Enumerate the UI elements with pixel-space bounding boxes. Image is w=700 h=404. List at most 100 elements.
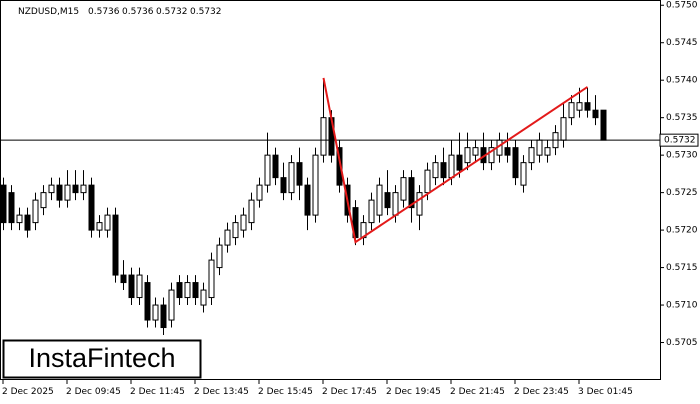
candle-body [504, 147, 511, 156]
header-value: 0.5736 [88, 7, 120, 17]
candle-body [320, 117, 327, 156]
candle-body [280, 177, 287, 194]
candle-body [536, 139, 543, 156]
candle-body [296, 162, 303, 186]
y-tick-label: 0.5715 [666, 263, 698, 273]
candle-body [88, 184, 95, 231]
candle-body [240, 214, 247, 231]
candle-body [456, 154, 463, 171]
x-tick-label: 2 Dec 13:45 [194, 387, 249, 397]
candle-body [376, 184, 383, 216]
candle-body [168, 289, 175, 321]
candle-body [200, 289, 207, 306]
y-tick-label: 0.5750 [666, 1, 698, 11]
x-tick-label: 2 Dec 15:45 [258, 387, 313, 397]
logo: InstaFintech [28, 343, 175, 373]
candle-body [0, 184, 7, 224]
candle-body [520, 162, 527, 186]
symbol: NZDUSD,M15 [18, 7, 79, 17]
candle-body [368, 199, 375, 224]
y-tick-label: 0.5720 [666, 226, 698, 236]
candle-body [16, 214, 23, 224]
candle-body [192, 282, 199, 299]
candle-body [488, 147, 495, 164]
candle-body [96, 222, 103, 231]
x-tick-label: 2 Dec 21:45 [450, 387, 505, 397]
candle-body [528, 147, 535, 164]
y-tick-label: 0.5740 [666, 76, 698, 86]
candle-body [176, 282, 183, 299]
candle-body [152, 304, 159, 321]
y-tick-label: 0.5705 [666, 338, 698, 348]
candle-body [400, 177, 407, 201]
candle-body [256, 184, 263, 201]
candle-body [56, 184, 63, 201]
header-value: 0.5732 [190, 7, 222, 17]
candle-body [544, 147, 551, 156]
candle-body [112, 214, 119, 276]
candle-body [336, 147, 343, 186]
x-tick-label: 2 Dec 23:45 [514, 387, 569, 397]
candle-body [32, 199, 39, 224]
candle-body [432, 162, 439, 179]
current-price-label: 0.5732 [664, 136, 696, 146]
y-tick-label: 0.5735 [666, 113, 698, 123]
candle-body [120, 274, 127, 284]
candle-body [48, 184, 55, 194]
candle-body [576, 102, 583, 111]
candle-body [584, 102, 591, 111]
candle-body [392, 192, 399, 216]
x-tick-label: 2 Dec 11:45 [130, 387, 185, 397]
candle-body [40, 192, 47, 209]
candle-body [408, 177, 415, 209]
candle-body [216, 244, 223, 269]
candle-body [512, 147, 519, 179]
candle-body [448, 154, 455, 179]
candle-body [248, 199, 255, 224]
logo-box [2, 339, 202, 379]
candle-body [272, 154, 279, 179]
header-value: 0.5732 [156, 7, 188, 17]
y-tick-label: 0.5730 [666, 151, 698, 161]
candle-body [136, 274, 143, 299]
candle-body [440, 162, 447, 179]
candle-body [80, 184, 87, 194]
candle-body [128, 274, 135, 299]
x-tick-label: 2 Dec 19:45 [386, 387, 441, 397]
candle-body [208, 259, 215, 299]
current-price-box [659, 133, 699, 147]
candle-body [264, 154, 271, 186]
x-tick-label: 2 Dec 09:45 [66, 387, 121, 397]
candle-body [24, 214, 31, 231]
candle-body [224, 229, 231, 246]
x-tick-label: 2 Dec 2025 [2, 387, 54, 397]
header-value: 0.5736 [122, 7, 154, 17]
candle-body [424, 169, 431, 194]
candle-body [304, 184, 311, 216]
y-tick-label: 0.5710 [666, 301, 698, 311]
candle-body [8, 192, 15, 224]
candle-body [568, 102, 575, 119]
candle-body [416, 192, 423, 216]
y-tick-label: 0.5725 [666, 188, 698, 198]
candle-body [464, 147, 471, 164]
candle-body [384, 192, 391, 209]
candle-body [600, 109, 607, 141]
candle-body [184, 282, 191, 299]
candle-body [64, 184, 71, 201]
candle-body [560, 117, 567, 141]
candle-body [472, 147, 479, 156]
candle-body [592, 109, 599, 119]
x-tick-label: 2 Dec 17:45 [322, 387, 377, 397]
candle-body [160, 304, 167, 329]
candle-body [232, 222, 239, 239]
candle-body [72, 184, 79, 194]
x-tick-label: 3 Dec 01:45 [578, 387, 633, 397]
y-tick-label: 0.5745 [666, 38, 698, 48]
candle-body [288, 162, 295, 194]
pattern-line [322, 77, 589, 244]
candle-body [312, 154, 319, 216]
candle-body [144, 282, 151, 321]
plot-frame [0, 0, 661, 380]
